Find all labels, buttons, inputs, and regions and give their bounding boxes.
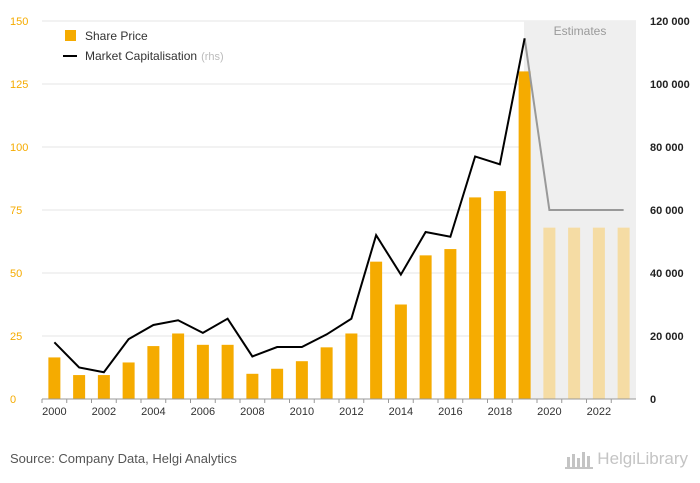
bar-share-price [444,249,457,399]
brand-logo: HelgiLibrary [565,449,688,469]
line-market-cap [53,38,526,374]
brand-name: HelgiLibrary [597,449,688,468]
left-tick-label: 100 [10,142,28,154]
x-tick-label: 2012 [339,406,363,418]
bar-share-price [592,227,605,399]
bar-share-price [617,227,630,399]
bar-share-price [568,227,581,399]
legend-label-market-cap-suffix: (rhs) [201,51,224,63]
bar-share-price [221,344,234,399]
bar-share-price [493,191,506,399]
right-tick-label: 40 000 [650,268,684,280]
legend: Share Price Market Capitalisation (rhs) [63,29,224,63]
bar-share-price [48,357,61,399]
chart: Estimates 0 25 50 75 100 125 150 0 20 000 40 000… [10,16,690,418]
x-tick-label: 2018 [488,406,512,418]
bar-share-price [172,333,185,399]
legend-label-share-price: Share Price [85,29,148,43]
bar-share-price [97,375,110,399]
x-tick-label: 2014 [389,406,413,418]
bar-share-price [246,373,259,399]
right-tick-label: 80 000 [650,142,684,154]
x-tick-label: 2010 [290,406,314,418]
bar-share-price [518,71,531,400]
bar-share-price [419,255,432,399]
left-tick-label: 125 [10,79,28,91]
x-tick-label: 2004 [141,406,165,418]
bar-share-price [147,346,160,399]
bar-share-price [370,261,383,399]
x-tick-label: 2000 [42,406,66,418]
bar-share-price [122,362,135,399]
bar-share-price [320,347,333,399]
left-tick-label: 150 [10,16,28,28]
right-axis-ticks: 0 20 000 40 000 60 000 80 000 100 000 120 000 [650,16,690,406]
line-market-cap-estimates [523,38,624,211]
x-tick-label: 2020 [537,406,561,418]
bar-share-price [73,375,86,399]
bar-share-price [271,368,284,399]
bars [48,71,630,400]
right-tick-label: 20 000 [650,331,684,343]
legend-swatch-share-price [65,30,76,41]
estimates-label: Estimates [554,24,607,38]
legend-label-market-cap: Market Capitalisation (rhs) [85,49,224,63]
right-tick-label: 0 [650,394,656,406]
bar-share-price [543,227,556,399]
source-note: Source: Company Data, Helgi Analytics [10,451,237,466]
left-tick-label: 0 [10,394,16,406]
x-tick-label: 2022 [587,406,611,418]
market-cap-line-group [53,38,624,374]
bar-share-price [394,304,407,399]
right-tick-label: 100 000 [650,79,690,91]
x-axis-ticks: 2000 2002 2004 2006 2008 2010 2012 2014 2016 2018… [41,399,612,418]
x-tick-label: 2006 [191,406,215,418]
left-tick-label: 75 [10,205,22,217]
bar-share-price [196,344,209,399]
x-tick-label: 2002 [92,406,116,418]
right-tick-label: 120 000 [650,16,690,28]
bar-share-price [345,333,358,399]
left-tick-label: 50 [10,268,22,280]
brand-icon [565,452,594,469]
left-axis-ticks: 0 25 50 75 100 125 150 [10,16,28,406]
bar-share-price [295,361,308,399]
bar-share-price [469,197,482,399]
legend-label-market-cap-name: Market Capitalisation [85,49,197,63]
x-tick-label: 2016 [438,406,462,418]
x-tick-label: 2008 [240,406,264,418]
right-tick-label: 60 000 [650,205,684,217]
left-tick-label: 25 [10,331,22,343]
